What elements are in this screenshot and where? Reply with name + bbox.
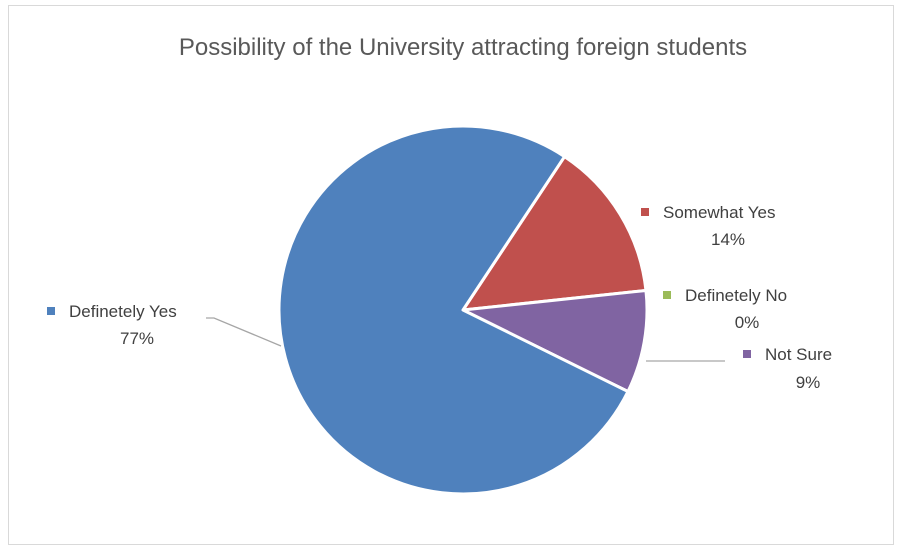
slice-value-definetely-yes: 77% [120, 329, 154, 348]
slice-value-definetely-no: 0% [735, 313, 760, 332]
pie-slice-somewhat-yes [461, 155, 648, 312]
pie-slices [277, 124, 649, 496]
slice-value-not-sure: 9% [796, 373, 821, 392]
chart-title: Possibility of the University attracting… [179, 34, 747, 61]
label-marker-definetely-no [663, 291, 671, 299]
pie-slice-not-sure [461, 288, 649, 394]
slice-label-definetely-no: Definetely No [685, 286, 787, 305]
slice-label-somewhat-yes: Somewhat Yes [663, 203, 775, 222]
leader-line-definetely-yes [206, 317, 282, 347]
label-marker-somewhat-yes [641, 208, 649, 216]
slice-label-not-sure: Not Sure [765, 345, 832, 364]
slice-label-definetely-yes: Definetely Yes [69, 302, 177, 321]
label-marker-definetely-yes [47, 307, 55, 315]
pie-slice-definetely-yes [277, 124, 630, 496]
slice-value-somewhat-yes: 14% [711, 230, 745, 249]
label-marker-not-sure [743, 350, 751, 358]
